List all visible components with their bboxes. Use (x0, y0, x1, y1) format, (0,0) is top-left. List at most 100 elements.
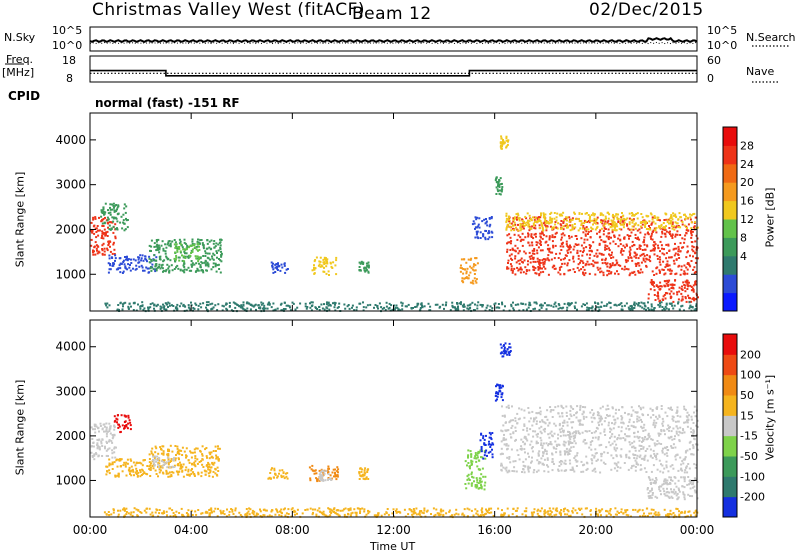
power-cell-15-3 (127, 305, 130, 308)
power-cell-1-43 (124, 211, 127, 214)
velocity-cell-14-91 (686, 483, 689, 486)
velocity-cell-0-53 (111, 456, 114, 459)
power-cell-14-63 (655, 284, 658, 287)
power-cell-15-565 (493, 303, 496, 306)
power-cell-15-582 (633, 307, 636, 309)
power-cell-12-494 (604, 261, 607, 264)
power-cell-12-272 (526, 263, 529, 266)
power-cell-14-33 (668, 279, 671, 282)
velocity-cell-13-208 (692, 429, 695, 432)
power-cell-13-322 (573, 223, 576, 225)
power-cell-15-180 (105, 304, 108, 307)
power-cell-15-111 (659, 304, 662, 307)
velocity-cell-3-56 (208, 475, 211, 478)
power-cell-2-2 (130, 258, 132, 261)
velocity-cell-6-34 (312, 469, 315, 472)
power-cell-3-236 (204, 252, 207, 255)
power-cell-8-3 (470, 267, 473, 270)
power-cell-3-128 (220, 239, 223, 241)
power-cell-15-450 (445, 303, 447, 306)
velocity-cell-3-89 (165, 469, 168, 472)
velocity-cell-13-342 (514, 419, 517, 422)
power-cell-12-444 (657, 244, 659, 247)
velocity-cell-15-161 (468, 508, 471, 511)
velocity-cell-13-127 (601, 417, 603, 420)
power-cell-12-558 (614, 263, 617, 266)
power-cell-13-141 (525, 224, 528, 226)
velocity-cell-0-89 (91, 456, 94, 458)
power-cell-14-58 (694, 280, 697, 283)
power-cell-12-258 (599, 229, 602, 232)
velocity-cell-14-68 (647, 495, 650, 498)
power-cell-3-121 (173, 239, 176, 241)
velocity-cell-0-11 (114, 456, 117, 459)
power-cell-12-378 (626, 234, 629, 237)
velocity-cell-1-9 (121, 424, 124, 427)
power-cell-15-503 (658, 305, 661, 308)
power-cell-12-550 (568, 237, 571, 240)
power-cell-12-329 (533, 219, 536, 222)
velocity-cell-13-474 (679, 426, 682, 429)
velocity-cell-13-873 (624, 433, 626, 436)
power-cell-15-338 (463, 303, 465, 306)
power-cell-9-32 (475, 230, 478, 233)
velocity-cell-13-249 (582, 440, 585, 443)
power-cell-4-40 (173, 243, 176, 246)
velocity-cell-0-67 (111, 434, 114, 436)
power-cell-13-56 (556, 212, 559, 215)
velocity-cell-13-451 (670, 430, 673, 433)
velocity-cell-13-703 (505, 469, 508, 472)
velocity-cell-3-167 (167, 475, 170, 478)
velocity-cell-13-162 (527, 452, 529, 455)
velocity-cell-5-6 (278, 469, 281, 472)
power-cell-11-24 (499, 141, 502, 144)
velocity-cell-13-274 (607, 421, 610, 424)
power-cell-14-69 (647, 297, 650, 300)
power-cell-13-242 (611, 220, 614, 223)
power-cell-12-607 (652, 244, 655, 247)
power-cell-12-481 (615, 259, 618, 262)
power-cell-12-795 (631, 240, 634, 243)
velocity-cell-3-199 (166, 454, 169, 457)
power-cell-15-18 (495, 306, 498, 309)
velocity-cell-13-80 (545, 442, 548, 445)
power-cell-13-293 (543, 217, 546, 220)
velocity-cell-2-77 (143, 459, 146, 461)
velocity-cell-13-232 (514, 430, 517, 432)
power-cell-12-332 (506, 266, 509, 269)
power-cell-7-26 (364, 269, 367, 272)
velocity-cell-3-238 (160, 448, 162, 450)
power-cell-12-562 (656, 254, 659, 257)
power-cell-12-233 (539, 271, 542, 274)
velocity-cell-8-29 (362, 473, 365, 476)
velocity-cell-15-38 (485, 512, 488, 515)
power-cell-13-301 (552, 226, 555, 229)
cpid-text: normal (fast) -151 RF (95, 96, 240, 110)
power-cell-3-122 (167, 267, 170, 270)
velocity-cell-3-146 (215, 457, 218, 460)
velocity-cell-13-757 (582, 415, 585, 418)
power-cell-12-320 (541, 249, 544, 252)
velocity-cell-0-83 (94, 423, 97, 426)
velocity-cell-13-119 (609, 437, 611, 440)
power-cell-15-229 (187, 306, 190, 309)
velocity-cell-13-740 (575, 432, 578, 435)
velocity-cell-13-880 (654, 454, 656, 457)
power-cell-13-298 (511, 224, 514, 227)
power-cell-2-87 (127, 263, 130, 266)
velocity-cell-15-78 (643, 512, 645, 515)
power-cell-14-106 (678, 290, 681, 293)
power-cell-15-210 (429, 305, 432, 308)
power-cell-12-1 (643, 239, 646, 242)
power-cell-12-895 (563, 273, 566, 276)
power-cell-12-534 (533, 233, 536, 236)
power-cell-0-61 (97, 234, 100, 237)
power-cell-15-459 (282, 308, 285, 310)
velocity-cell-3-120 (188, 474, 191, 477)
velocity-cell-3-214 (185, 466, 188, 469)
power-cell-12-688 (597, 268, 600, 271)
power-cell-13-286 (630, 218, 633, 221)
power-cell-13-257 (671, 227, 674, 230)
velocity-cell-13-576 (590, 448, 593, 451)
power-cell-5-23 (271, 265, 274, 268)
